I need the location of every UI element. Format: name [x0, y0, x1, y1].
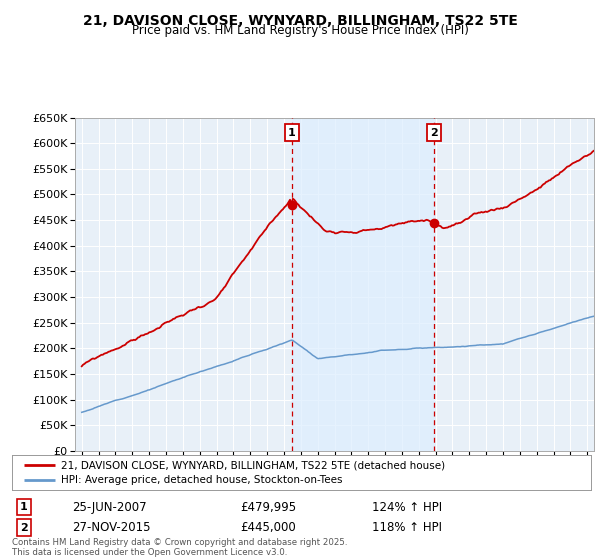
- Text: 124% ↑ HPI: 124% ↑ HPI: [372, 501, 442, 514]
- Text: 27-NOV-2015: 27-NOV-2015: [72, 521, 151, 534]
- Text: 1: 1: [20, 502, 28, 512]
- Text: 1: 1: [288, 128, 296, 138]
- Text: 21, DAVISON CLOSE, WYNYARD, BILLINGHAM, TS22 5TE: 21, DAVISON CLOSE, WYNYARD, BILLINGHAM, …: [83, 14, 517, 28]
- Text: 25-JUN-2007: 25-JUN-2007: [72, 501, 146, 514]
- Text: 2: 2: [20, 522, 28, 533]
- Text: Contains HM Land Registry data © Crown copyright and database right 2025.
This d: Contains HM Land Registry data © Crown c…: [12, 538, 347, 557]
- Text: HPI: Average price, detached house, Stockton-on-Tees: HPI: Average price, detached house, Stoc…: [61, 475, 343, 486]
- Text: £445,000: £445,000: [240, 521, 296, 534]
- Bar: [292, 118, 434, 451]
- Text: 2: 2: [430, 128, 438, 138]
- Text: Price paid vs. HM Land Registry's House Price Index (HPI): Price paid vs. HM Land Registry's House …: [131, 24, 469, 37]
- Text: £479,995: £479,995: [240, 501, 296, 514]
- Text: 118% ↑ HPI: 118% ↑ HPI: [372, 521, 442, 534]
- Text: 21, DAVISON CLOSE, WYNYARD, BILLINGHAM, TS22 5TE (detached house): 21, DAVISON CLOSE, WYNYARD, BILLINGHAM, …: [61, 460, 445, 470]
